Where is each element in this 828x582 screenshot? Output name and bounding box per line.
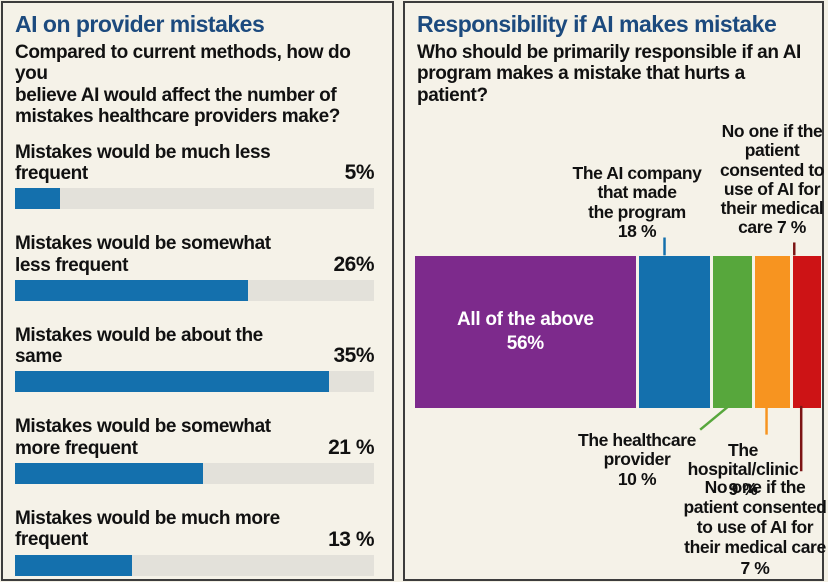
bar-track	[15, 554, 374, 576]
bar-track	[15, 279, 374, 301]
right-panel-title: Responsibility if AI makes mistake	[417, 11, 777, 37]
bar-track	[15, 463, 374, 484]
value-label: 21 %	[328, 436, 374, 459]
bar-fill	[15, 554, 132, 576]
category-label: Mistakes would be about the same	[15, 324, 263, 368]
stacked-bar-chart: The AI company that made the program 18 …	[405, 3, 827, 579]
bar-fill	[15, 188, 60, 210]
bar-row-somewhat-more-frequent: Mistakes would be somewhat more frequent…	[15, 416, 375, 484]
annotation-no-one-bottom: No one if the patient consented to use o…	[683, 477, 827, 578]
category-label: Mistakes would be much more frequent	[15, 508, 280, 551]
segment-ai-company	[638, 256, 710, 408]
category-label: Mistakes would be somewhat more frequent	[15, 416, 271, 459]
bar-row-about-the-same: Mistakes would be about the same 35%	[15, 324, 375, 393]
annotation-no-one-top: No one if the patient consented to use o…	[719, 121, 825, 238]
stacked-bar: All of the above 56%	[415, 256, 821, 408]
segment-inner-label: All of the above 56%	[456, 309, 594, 354]
bar-row-somewhat-less-frequent: Mistakes would be somewhat less frequent…	[15, 233, 375, 301]
bar-chart: Mistakes would be much less frequent 5% …	[3, 128, 392, 576]
value-label: 5%	[344, 161, 375, 185]
segment-no-one	[793, 256, 821, 408]
leader-line-healthcare-provider	[699, 404, 730, 431]
annotation-hospital-clinic: The hospital/clinic 9 %	[687, 440, 799, 499]
bar-track	[15, 188, 374, 210]
bar-row-much-more-frequent: Mistakes would be much more frequent 13 …	[15, 508, 375, 576]
value-label: 13 %	[328, 527, 374, 551]
bar-fill	[15, 463, 204, 484]
bar-track	[15, 371, 374, 393]
panel-responsibility-ai-mistake: Responsibility if AI makes mistake Who s…	[403, 1, 827, 581]
right-panel-subtitle: Who should be primarily responsible if a…	[417, 42, 801, 106]
annotation-healthcare-provider: The healthcare provider 10 %	[578, 430, 696, 489]
bar-row-much-less-frequent: Mistakes would be much less frequent 5%	[15, 141, 375, 210]
panel-ai-on-provider-mistakes: AI on provider mistakes Compared to curr…	[1, 1, 394, 581]
category-label: Mistakes would be somewhat less frequent	[15, 233, 271, 276]
bar-fill	[15, 371, 330, 393]
category-label: Mistakes would be much less frequent	[15, 141, 271, 185]
left-panel-subtitle: Compared to current methods, how do you …	[15, 42, 351, 128]
annotation-ai-company: The AI company that made the program 18 …	[572, 163, 702, 241]
segment-healthcare-provider	[712, 256, 752, 408]
value-label: 26%	[333, 252, 374, 276]
bar-fill	[15, 279, 249, 301]
segment-hospital-clinic	[754, 256, 791, 408]
segment-all-of-the-above: All of the above 56%	[415, 256, 636, 408]
left-panel-title: AI on provider mistakes	[15, 11, 265, 37]
value-label: 35%	[333, 344, 374, 368]
